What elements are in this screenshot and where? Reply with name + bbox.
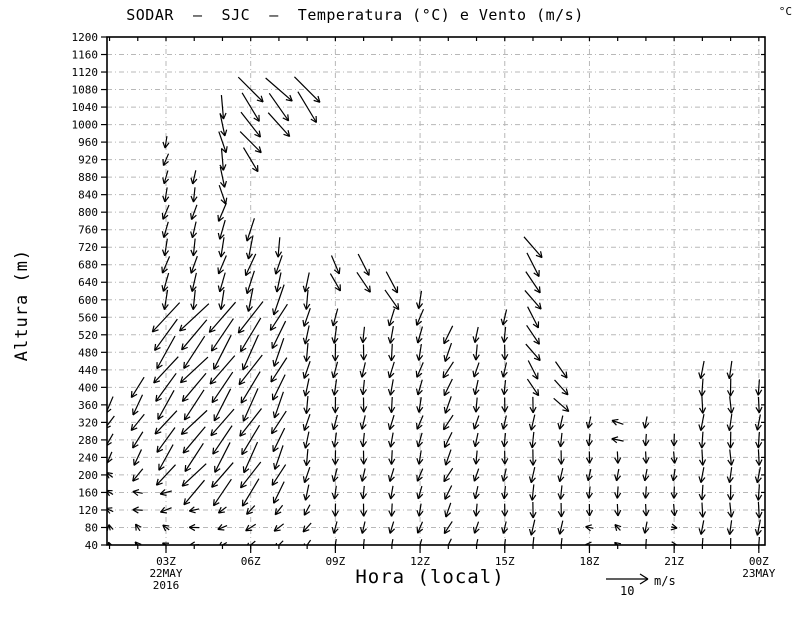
svg-text:21Z: 21Z [664,555,684,568]
svg-text:80: 80 [85,521,98,534]
svg-text:40: 40 [85,539,98,552]
svg-text:240: 240 [78,451,98,464]
svg-text:440: 440 [78,364,98,377]
svg-text:320: 320 [78,416,98,429]
svg-text:18Z: 18Z [580,555,600,568]
axes-frame [106,36,766,546]
svg-text:560: 560 [78,311,98,324]
legend-speed-unit: m/s [654,574,676,588]
svg-text:760: 760 [78,224,98,237]
svg-text:200: 200 [78,469,98,482]
svg-text:12Z: 12Z [410,555,430,568]
x-axis-title: Hora (local) [355,566,505,588]
svg-text:120: 120 [78,504,98,517]
wind-scale-legend: 10 m/s [600,566,720,606]
svg-text:1040: 1040 [72,101,99,114]
wind-vectors [107,76,763,545]
svg-text:1120: 1120 [72,66,99,79]
temperature-unit-label: °C [778,5,792,18]
svg-text:640: 640 [78,276,98,289]
tick-labels: 1200 1160 1120 1080 1040 1000 960 920 880 840 800 7… [72,31,776,592]
svg-text:22MAY: 22MAY [149,567,182,580]
svg-text:1080: 1080 [72,84,99,97]
svg-text:1200: 1200 [72,31,99,44]
legend-arrow-icon [606,573,649,585]
svg-text:960: 960 [78,136,98,149]
svg-text:480: 480 [78,346,98,359]
svg-text:06Z: 06Z [241,555,261,568]
svg-text:03Z: 03Z [156,555,176,568]
svg-text:1000: 1000 [72,119,99,132]
tick-marks [101,36,765,553]
svg-text:15Z: 15Z [495,555,515,568]
svg-text:720: 720 [78,241,98,254]
svg-text:680: 680 [78,259,98,272]
svg-text:360: 360 [78,399,98,412]
svg-text:09Z: 09Z [325,555,345,568]
svg-text:880: 880 [78,171,98,184]
svg-text:800: 800 [78,206,98,219]
svg-text:920: 920 [78,154,98,167]
legend-speed-value: 10 [620,584,635,598]
svg-text:1160: 1160 [72,49,99,62]
svg-text:160: 160 [78,486,98,499]
svg-text:400: 400 [78,381,98,394]
svg-text:520: 520 [78,329,98,342]
svg-text:23MAY: 23MAY [742,567,775,580]
svg-text:840: 840 [78,189,98,202]
svg-text:2016: 2016 [153,579,180,592]
chart-title: SODAR – SJC – Temperatura (°C) e Vento (… [126,6,584,24]
svg-text:00Z: 00Z [749,555,769,568]
svg-text:280: 280 [78,434,98,447]
gridlines [107,37,765,545]
svg-text:600: 600 [78,294,98,307]
